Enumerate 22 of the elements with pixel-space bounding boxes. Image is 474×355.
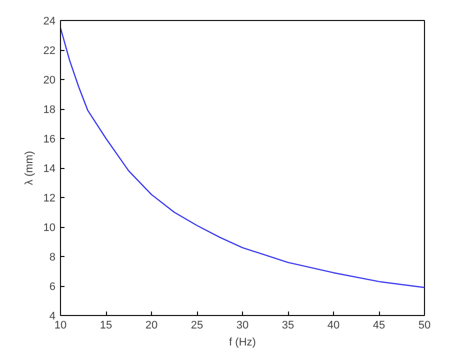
x-tick-label: 35: [282, 320, 294, 332]
y-tick-label: 22: [43, 45, 56, 57]
x-tick-label: 50: [418, 320, 431, 332]
y-tick-label: 18: [43, 104, 56, 116]
x-axis-title: f (Hz): [229, 336, 256, 348]
line-series: [60, 27, 424, 288]
y-tick-label: 6: [49, 281, 56, 293]
y-tick-label: 4: [49, 310, 56, 322]
x-tick-label: 40: [327, 320, 340, 332]
y-tick-label: 12: [43, 192, 56, 204]
y-tick-label: 20: [43, 74, 56, 86]
y-tick-label: 24: [43, 16, 56, 28]
y-tick-label: 16: [43, 134, 56, 146]
y-tick-label: 14: [43, 163, 56, 175]
x-tick-label: 45: [372, 320, 386, 332]
x-tick-label: 30: [236, 320, 249, 332]
y-tick-label: 8: [49, 252, 56, 264]
y-axis-title: λ (mm): [23, 150, 36, 186]
x-tick-label: 25: [190, 320, 204, 332]
x-tick-label: 15: [100, 320, 112, 332]
x-tick-label: 20: [145, 320, 158, 332]
y-tick-label: 10: [43, 222, 56, 234]
